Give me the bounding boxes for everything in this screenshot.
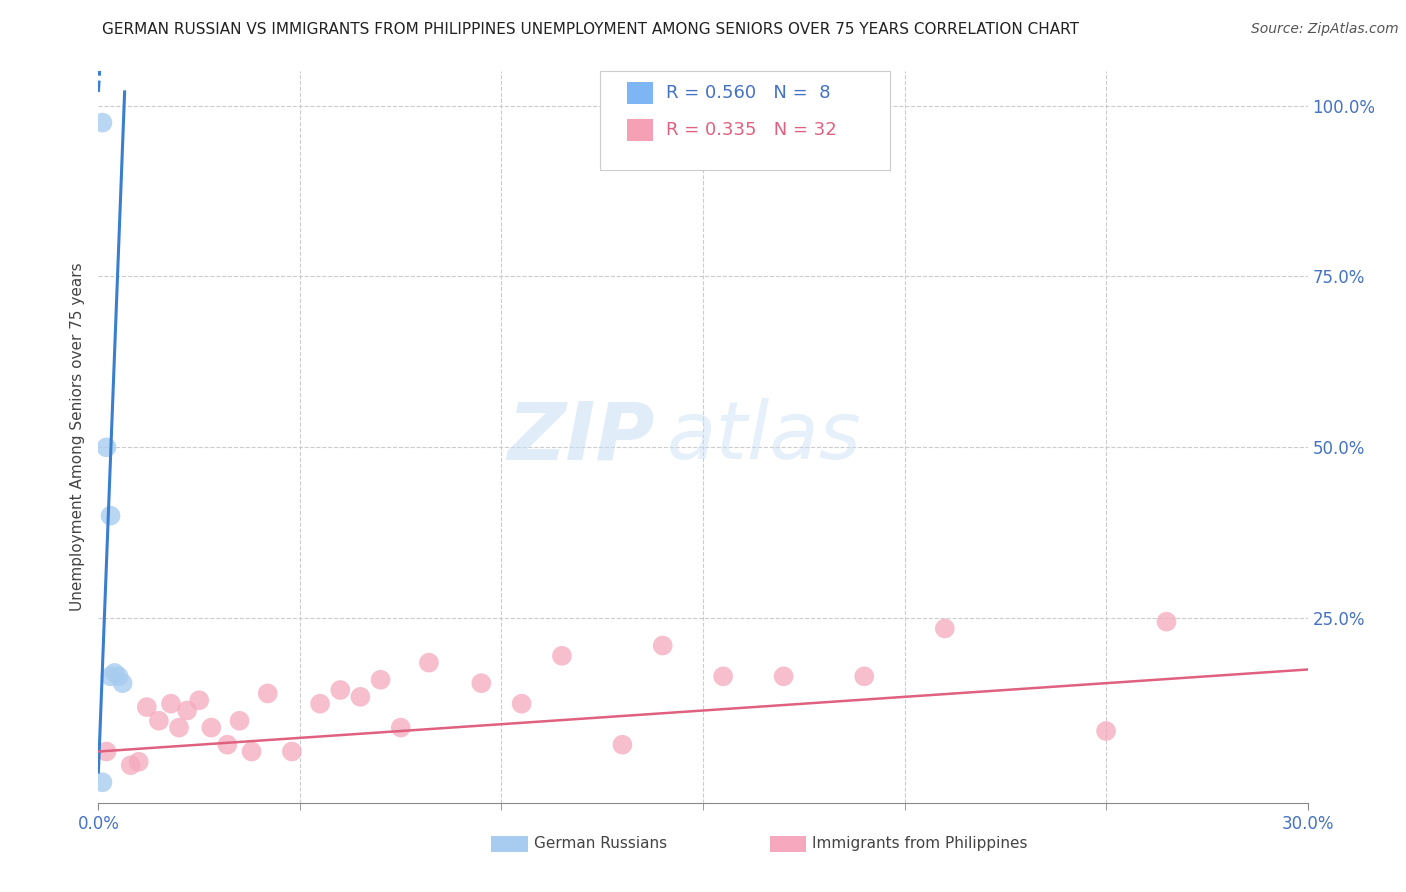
Text: GERMAN RUSSIAN VS IMMIGRANTS FROM PHILIPPINES UNEMPLOYMENT AMONG SENIORS OVER 75: GERMAN RUSSIAN VS IMMIGRANTS FROM PHILIP… [103, 22, 1078, 37]
Point [934, 622, 956, 636]
Y-axis label: Unemployment Among Seniors over 75 years: Unemployment Among Seniors over 75 years [70, 263, 86, 611]
Point [349, 690, 371, 704]
Point [281, 745, 304, 759]
Point [711, 669, 734, 683]
Text: R = 0.335   N = 32: R = 0.335 N = 32 [665, 121, 837, 139]
Point [120, 758, 142, 772]
Point [111, 676, 134, 690]
FancyBboxPatch shape [627, 119, 654, 141]
Point [96, 745, 118, 759]
Point [100, 508, 122, 523]
Point [510, 697, 533, 711]
Text: Source: ZipAtlas.com: Source: ZipAtlas.com [1251, 22, 1399, 37]
Text: German Russians: German Russians [534, 836, 666, 851]
Point [470, 676, 492, 690]
Point [240, 745, 263, 759]
FancyBboxPatch shape [600, 71, 890, 170]
Point [91, 775, 114, 789]
Point [217, 738, 239, 752]
Point [651, 639, 673, 653]
Text: R = 0.560   N =  8: R = 0.560 N = 8 [665, 85, 830, 103]
Point [370, 673, 392, 687]
Text: ZIP: ZIP [508, 398, 655, 476]
Point [772, 669, 794, 683]
Point [160, 697, 183, 711]
FancyBboxPatch shape [769, 836, 806, 852]
Point [100, 669, 122, 683]
Point [1095, 724, 1118, 739]
Point [188, 693, 211, 707]
Point [309, 697, 332, 711]
Point [103, 665, 125, 680]
Point [228, 714, 250, 728]
Point [200, 721, 222, 735]
Point [329, 683, 352, 698]
Point [612, 738, 634, 752]
Point [148, 714, 170, 728]
Point [418, 656, 440, 670]
Point [128, 755, 150, 769]
Text: Immigrants from Philippines: Immigrants from Philippines [811, 836, 1028, 851]
FancyBboxPatch shape [492, 836, 527, 852]
Point [135, 700, 157, 714]
Point [389, 721, 412, 735]
Point [551, 648, 574, 663]
Point [107, 669, 129, 683]
Point [96, 440, 118, 454]
Text: atlas: atlas [666, 398, 862, 476]
FancyBboxPatch shape [627, 82, 654, 104]
Point [167, 721, 190, 735]
Point [91, 115, 114, 129]
Point [176, 704, 198, 718]
Point [1156, 615, 1178, 629]
Point [256, 686, 278, 700]
Point [853, 669, 876, 683]
